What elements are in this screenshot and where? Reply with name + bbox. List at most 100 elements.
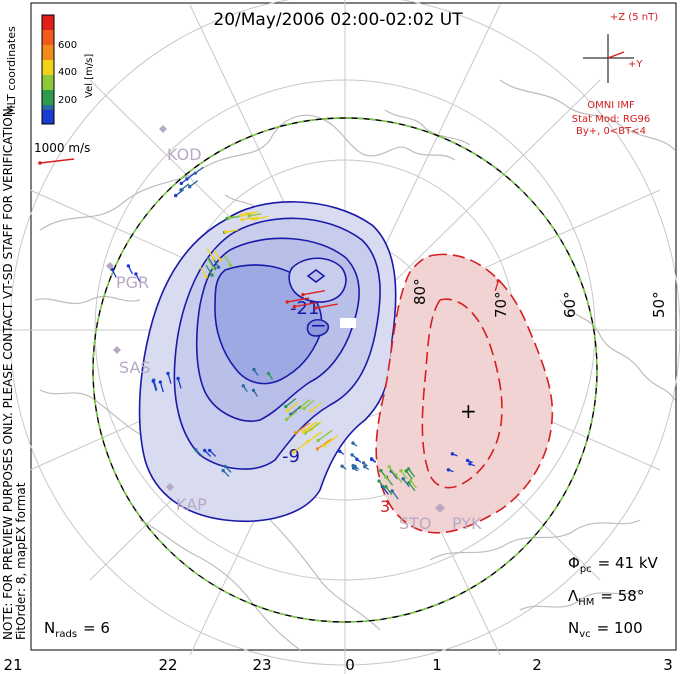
velocity-vector [206, 248, 214, 259]
vector-origin [294, 431, 298, 435]
vector-origin [204, 275, 208, 279]
velocity-vector [152, 380, 157, 392]
vector-origin [227, 216, 232, 220]
vector-origin [340, 464, 344, 468]
fit-order-note: FitOrder: 8, mapEX format [14, 482, 28, 640]
velocity-vector [302, 421, 318, 433]
velocity-vector [199, 266, 207, 278]
velocity-vector [294, 301, 317, 308]
vector-origin [387, 465, 391, 469]
vector-origin [203, 448, 207, 453]
station-kod: KOD [167, 145, 202, 164]
velocity-vector [303, 399, 315, 409]
vector-origin [468, 462, 472, 466]
station-sto: STO [399, 514, 432, 533]
colorbar-tick-200: 200 [58, 95, 77, 106]
vector-origin [285, 300, 289, 304]
velocity-vector [177, 378, 182, 389]
velocity-vector [287, 402, 299, 412]
vector-origin [350, 453, 354, 457]
vector-origin [292, 304, 297, 309]
negative-cell [138, 201, 397, 523]
imf-axis: +Y [628, 59, 643, 70]
velocity-vector [290, 405, 302, 415]
velocity-vector [213, 249, 221, 261]
plot-frame [30, 2, 677, 651]
maximum-marker: + [460, 399, 477, 423]
vector-origin [351, 441, 355, 445]
stat-nrads: Nrads = 6 [44, 619, 110, 640]
minimum-marker: − [310, 313, 327, 337]
vector-origin [252, 367, 256, 372]
vector-origin [301, 292, 305, 297]
vector-origin [361, 461, 366, 465]
vector-origin [399, 469, 403, 473]
vector-origin [208, 448, 212, 453]
vector-origin [179, 188, 183, 192]
vector-origin [315, 447, 320, 451]
vector-origin [179, 181, 183, 186]
hm-boundary-dash [92, 117, 598, 623]
coord-label: MLT coordinates [5, 26, 18, 115]
vector-origin [210, 273, 214, 277]
mlt-tick-3: 3 [663, 656, 673, 674]
vector-origin [465, 458, 470, 463]
vector-origin [185, 177, 189, 181]
vector-origin [316, 438, 320, 443]
vector-origin [377, 479, 381, 483]
vector-origin [284, 404, 288, 409]
mlt-tick-0: 0 [345, 656, 355, 674]
vector-origin [166, 371, 170, 376]
mlt-tick-23: 23 [252, 656, 271, 674]
velocity-vector [310, 402, 322, 412]
vector-origin [338, 449, 342, 454]
vector-origin [193, 171, 198, 175]
velocity-vector [307, 431, 323, 443]
site-marker-kod [159, 125, 167, 133]
imf-label: OMNI IMF [587, 100, 635, 111]
velocity-vector [317, 429, 333, 441]
velocity-vector [286, 410, 298, 420]
vector-origin [406, 467, 411, 471]
vector-origin [221, 468, 225, 473]
velocity-vector [206, 257, 214, 269]
radar-sites [106, 125, 445, 513]
velocity-vector [299, 399, 311, 409]
velocity-vector [304, 422, 320, 434]
vector-origin [173, 193, 178, 198]
imf-model: Stat Mod: RG96 [572, 114, 651, 125]
vector-origin [228, 263, 233, 267]
positive-cell [375, 253, 554, 534]
station-sas: SAS [119, 358, 151, 377]
velocity-vector [225, 229, 238, 233]
vector-origin [384, 485, 388, 489]
vector-origin [363, 464, 367, 469]
vector-origin [309, 409, 313, 413]
mlt-tick-2: 2 [532, 656, 542, 674]
imf-clock [583, 34, 634, 83]
velocity-vector [167, 373, 172, 384]
vector-origin [313, 306, 318, 310]
velocity-vector [223, 254, 232, 266]
vector-origin [446, 468, 451, 472]
lat-label-50: 50° [650, 291, 668, 318]
velocity-vector [292, 441, 308, 453]
vector-origin [218, 258, 222, 262]
stat-lambda: ΛHM = 58° [568, 587, 644, 608]
vector-origin [134, 272, 138, 276]
imf-bin: By+, 0<BT<4 [576, 126, 646, 137]
vector-scale-label: 1000 m/s [34, 141, 90, 155]
vector-origin [158, 380, 163, 384]
velocity-vector [252, 216, 266, 220]
velocity-vector [285, 398, 297, 408]
vector-origin [151, 379, 155, 383]
site-marker-kap [166, 483, 174, 491]
velocity-vector [323, 435, 339, 447]
mlt-tick-1: 1 [432, 656, 442, 674]
vector-origin [187, 185, 192, 189]
vector-origin [351, 464, 355, 468]
vector-origin [401, 477, 405, 481]
vector-origin [355, 457, 359, 461]
vector-origin [251, 217, 255, 221]
vector-origin [496, 279, 500, 283]
